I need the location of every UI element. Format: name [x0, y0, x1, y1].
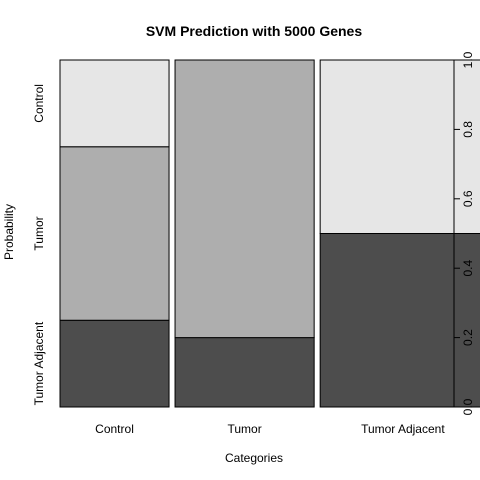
left-axis-labels: Tumor Adjacent Tumor Control [32, 84, 46, 405]
x-tick-label: Control [95, 422, 134, 436]
left-axis-label: Control [32, 84, 46, 123]
left-axis-label: Tumor [32, 216, 46, 250]
right-axis: 0.0 0.2 0.4 0.6 0.8 1.0 [453, 51, 475, 415]
bar-tumor-tumor-adjacent [174, 337, 315, 408]
x-axis-label: Categories [225, 451, 283, 465]
bar-control-tumor-adjacent [59, 319, 170, 408]
x-tick-labels: Control Tumor Tumor Adjacent [95, 422, 445, 436]
x-tick-label: Tumor Adjacent [361, 422, 445, 436]
bar-control-tumor [59, 146, 170, 321]
bar-tumor-tumor [174, 59, 315, 339]
bars-group [59, 59, 480, 408]
right-axis-tick-label: 0.8 [461, 121, 475, 138]
bar-control-control [59, 59, 170, 148]
x-tick-label: Tumor [227, 422, 261, 436]
right-axis-tick-label: 0.6 [461, 190, 475, 207]
y-axis-label: Probability [2, 204, 16, 260]
right-axis-tick-label: 0.2 [461, 329, 475, 346]
bar-tumor-adjacent-control [319, 59, 480, 234]
left-axis-label: Tumor Adjacent [32, 321, 46, 405]
chart-title: SVM Prediction with 5000 Genes [146, 23, 363, 39]
right-axis-tick-label: 0.0 [461, 398, 475, 415]
bar-tumor-adjacent-tumor-adjacent [319, 233, 480, 408]
right-axis-tick-label: 1.0 [461, 51, 475, 68]
right-axis-tick-label: 0.4 [461, 260, 475, 277]
